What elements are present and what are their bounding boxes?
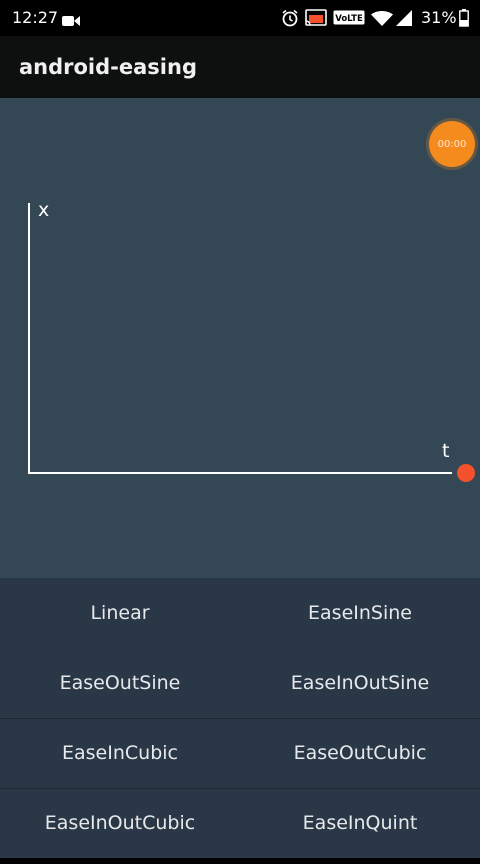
alarm-icon — [281, 9, 299, 31]
easing-row: EaseOutSine EaseInOutSine — [0, 648, 480, 718]
battery-percent: 31% — [421, 8, 457, 27]
easing-button-ease-in-out-cubic[interactable]: EaseInOutCubic — [0, 788, 240, 858]
position-dot — [457, 464, 475, 482]
signal-icon — [396, 10, 412, 30]
volte-icon: VoLTE — [333, 10, 365, 29]
status-time: 12:27 — [12, 8, 59, 27]
x-axis-label: t — [442, 440, 450, 462]
row-divider — [0, 718, 480, 719]
easing-button-ease-out-cubic[interactable]: EaseOutCubic — [240, 718, 480, 788]
app-title: android-easing — [19, 55, 197, 79]
easing-button-ease-in-quint[interactable]: EaseInQuint — [240, 788, 480, 858]
video-camera-icon — [62, 12, 80, 31]
cast-icon — [305, 9, 327, 31]
easing-row: EaseInCubic EaseOutCubic — [0, 718, 480, 788]
svg-text:VoLTE: VoLTE — [335, 14, 363, 24]
status-bar: 12:27 VoLTE 31% — [0, 0, 480, 36]
y-axis-label: x — [38, 199, 50, 221]
easing-button-ease-in-sine[interactable]: EaseInSine — [240, 578, 480, 648]
timer-text: 00:00 — [437, 138, 467, 150]
bottom-edge — [0, 858, 480, 864]
easing-button-ease-out-sine[interactable]: EaseOutSine — [0, 648, 240, 718]
app-bar: android-easing — [0, 36, 480, 98]
easing-button-ease-in-out-sine[interactable]: EaseInOutSine — [240, 648, 480, 718]
easing-row: Linear EaseInSine — [0, 578, 480, 648]
row-divider — [0, 788, 480, 789]
wifi-icon — [371, 10, 393, 30]
easing-button-linear[interactable]: Linear — [0, 578, 240, 648]
easing-canvas — [0, 98, 480, 578]
easing-plot — [28, 203, 475, 482]
timer-badge: 00:00 — [429, 121, 475, 167]
easing-button-ease-in-cubic[interactable]: EaseInCubic — [0, 718, 240, 788]
easing-row: EaseInOutCubic EaseInQuint — [0, 788, 480, 858]
battery-icon — [459, 9, 469, 31]
easing-button-grid: Linear EaseInSine EaseOutSine EaseInOutS… — [0, 578, 480, 858]
